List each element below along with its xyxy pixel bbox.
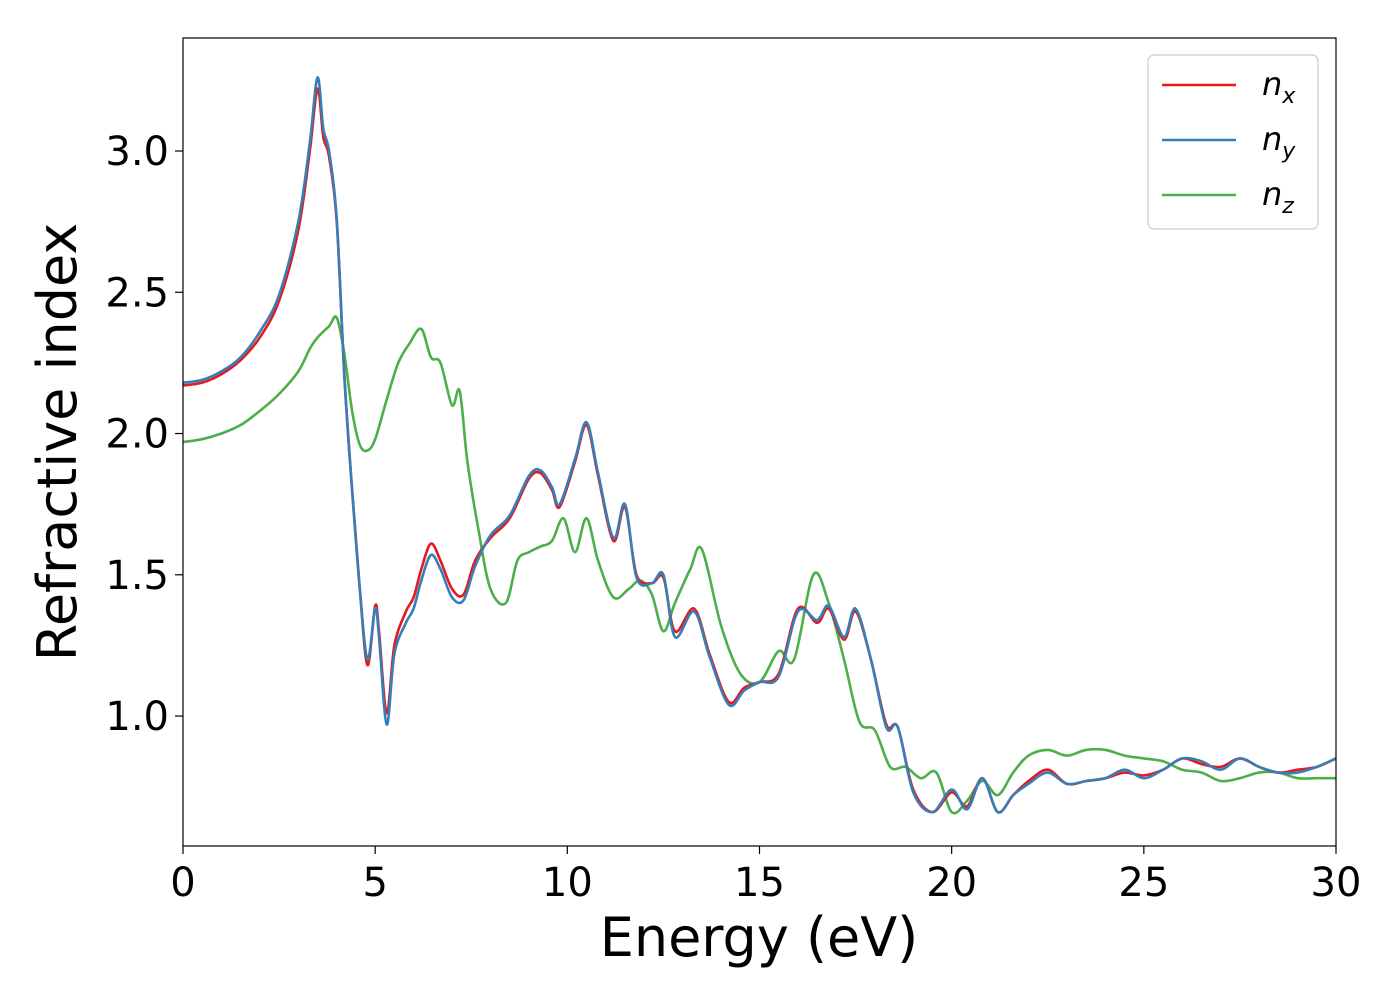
y-tick-label: 3.0 <box>105 129 169 175</box>
x-tick-label: 15 <box>734 860 785 906</box>
y-tick-label: 2.5 <box>105 270 169 316</box>
y-tick-label: 2.0 <box>105 412 169 458</box>
series-line-nz <box>183 315 1336 815</box>
series-line-ny <box>183 76 1336 814</box>
legend-box <box>1147 54 1319 230</box>
x-tick-label: 25 <box>1118 860 1169 906</box>
x-axis-title: Energy (eV) <box>600 906 919 969</box>
x-axis: 0 5 10 15 20 25 30 <box>170 846 1361 906</box>
x-tick-label: 0 <box>170 860 195 906</box>
x-tick-label: 30 <box>1311 860 1362 906</box>
legend-label-nx: nx <box>1262 65 1296 109</box>
x-tick-label: 10 <box>542 860 593 906</box>
y-tick-label: 1.5 <box>105 553 169 599</box>
x-tick-label: 5 <box>362 860 387 906</box>
y-axis: 1.0 1.5 2.0 2.5 3.0 <box>105 129 183 740</box>
x-tick-label: 20 <box>926 860 977 906</box>
y-tick-label: 1.0 <box>105 694 169 740</box>
y-axis-title: Refractive index <box>26 223 89 662</box>
series-layer <box>183 76 1336 815</box>
